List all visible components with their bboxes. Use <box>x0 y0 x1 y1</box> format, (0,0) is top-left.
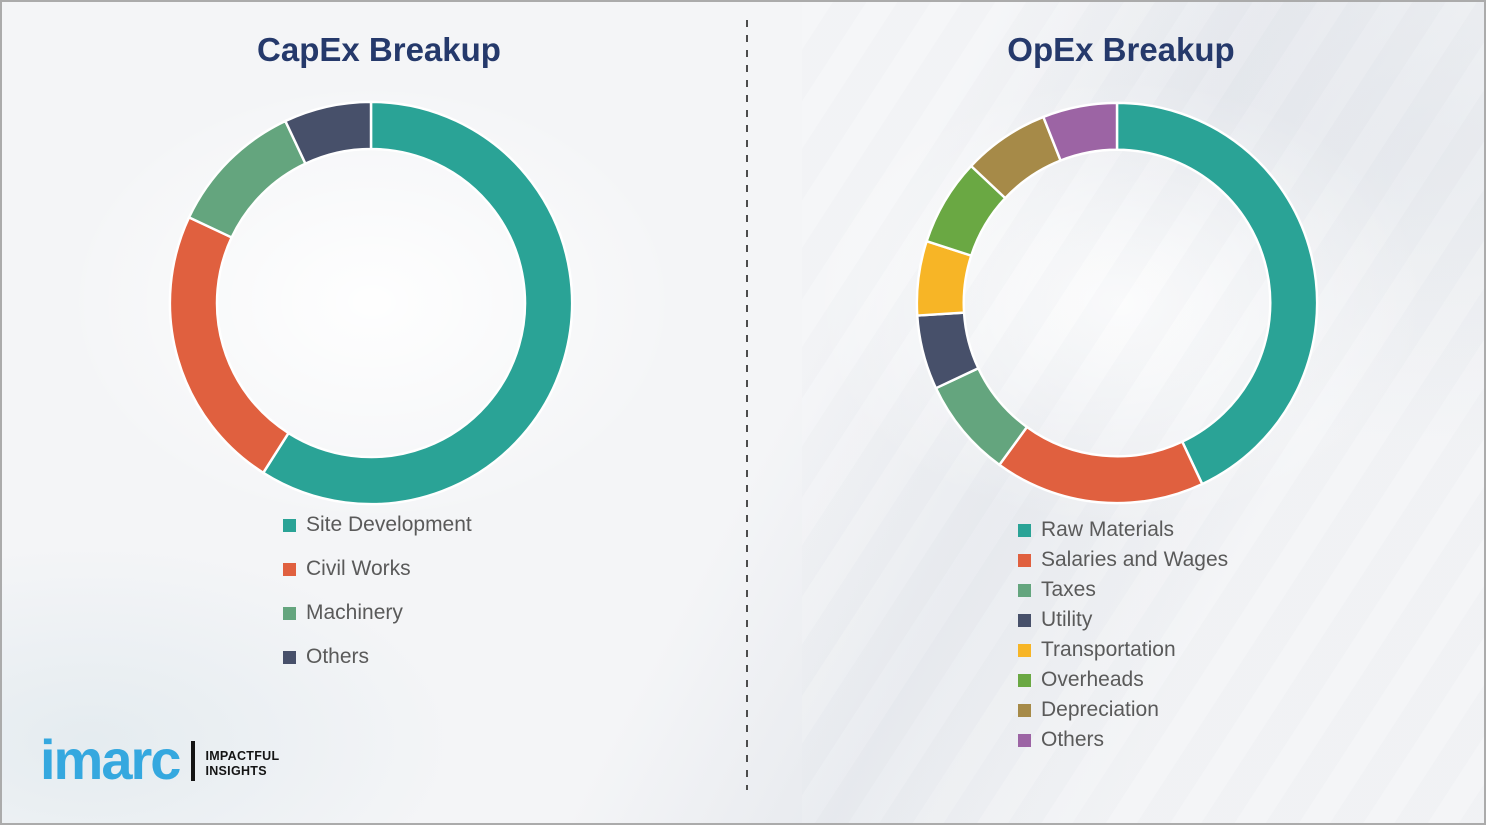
vertical-dashed-divider <box>746 20 748 790</box>
donut-segment-site-development <box>262 100 574 506</box>
legend-item: Machinery <box>283 601 472 625</box>
legend-color-swatch <box>1018 673 1031 687</box>
donut-segment-others <box>284 100 373 165</box>
logo-tagline-line2: INSIGHTS <box>205 764 267 779</box>
logo-tagline-line1: IMPACTFUL <box>205 748 280 763</box>
legend-item-label: Others <box>1041 728 1105 751</box>
legend-color-swatch <box>1018 613 1031 627</box>
legend-item: Depreciation <box>1018 698 1228 722</box>
opex-legend: Raw Materials Salaries and Wages Taxes U… <box>1018 518 1228 752</box>
legend-item: Raw Materials <box>1018 518 1228 542</box>
legend-color-swatch <box>1018 733 1031 747</box>
legend-item-label: Transportation <box>1041 638 1176 661</box>
legend-item: Others <box>283 645 472 669</box>
legend-color-swatch <box>1018 523 1031 537</box>
legend-item: Overheads <box>1018 668 1228 692</box>
capex-donut-chart <box>168 100 574 506</box>
legend-color-swatch <box>283 650 296 664</box>
imarc-logo: imarc IMPACTFUL INSIGHTS <box>40 728 279 791</box>
legend-color-swatch <box>1018 643 1031 657</box>
donut-segment-others <box>1042 101 1119 162</box>
legend-item-label: Depreciation <box>1041 698 1159 721</box>
legend-item: Others <box>1018 728 1228 752</box>
logo-separator-bar <box>191 740 196 781</box>
legend-item-label: Machinery <box>306 601 403 624</box>
donut-segment-salaries-and-wages <box>998 425 1204 505</box>
legend-item-label: Overheads <box>1041 668 1144 691</box>
legend-item-label: Site Development <box>306 513 472 536</box>
logo-tagline: IMPACTFUL INSIGHTS <box>205 749 279 780</box>
legend-color-swatch <box>283 606 296 620</box>
legend-item-label: Others <box>306 645 370 668</box>
legend-color-swatch <box>283 518 296 532</box>
capex-legend: Site Development Civil Works Machinery O… <box>283 513 472 669</box>
legend-color-swatch <box>1018 553 1031 567</box>
legend-item: Transportation <box>1018 638 1228 662</box>
opex-chart-title: OpEx Breakup <box>1007 31 1235 68</box>
opex-donut-chart <box>915 101 1319 505</box>
legend-item-label: Raw Materials <box>1041 518 1175 541</box>
legend-item: Salaries and Wages <box>1018 548 1228 572</box>
legend-item: Civil Works <box>283 557 472 581</box>
donut-segment-civil-works <box>168 216 290 475</box>
legend-color-swatch <box>1018 703 1031 717</box>
legend-color-swatch <box>1018 583 1031 597</box>
legend-item: Site Development <box>283 513 472 537</box>
legend-item-label: Salaries and Wages <box>1041 548 1229 571</box>
imarc-logo-wordmark: imarc <box>40 728 181 791</box>
donut-segment-machinery <box>187 119 307 239</box>
legend-item-label: Taxes <box>1041 578 1096 601</box>
donut-segment-raw-materials <box>1115 101 1319 486</box>
legend-item: Utility <box>1018 608 1228 632</box>
legend-color-swatch <box>283 562 296 576</box>
legend-item: Taxes <box>1018 578 1228 602</box>
legend-item-label: Utility <box>1041 608 1093 631</box>
capex-chart-title: CapEx Breakup <box>257 31 501 68</box>
legend-item-label: Civil Works <box>306 557 411 580</box>
